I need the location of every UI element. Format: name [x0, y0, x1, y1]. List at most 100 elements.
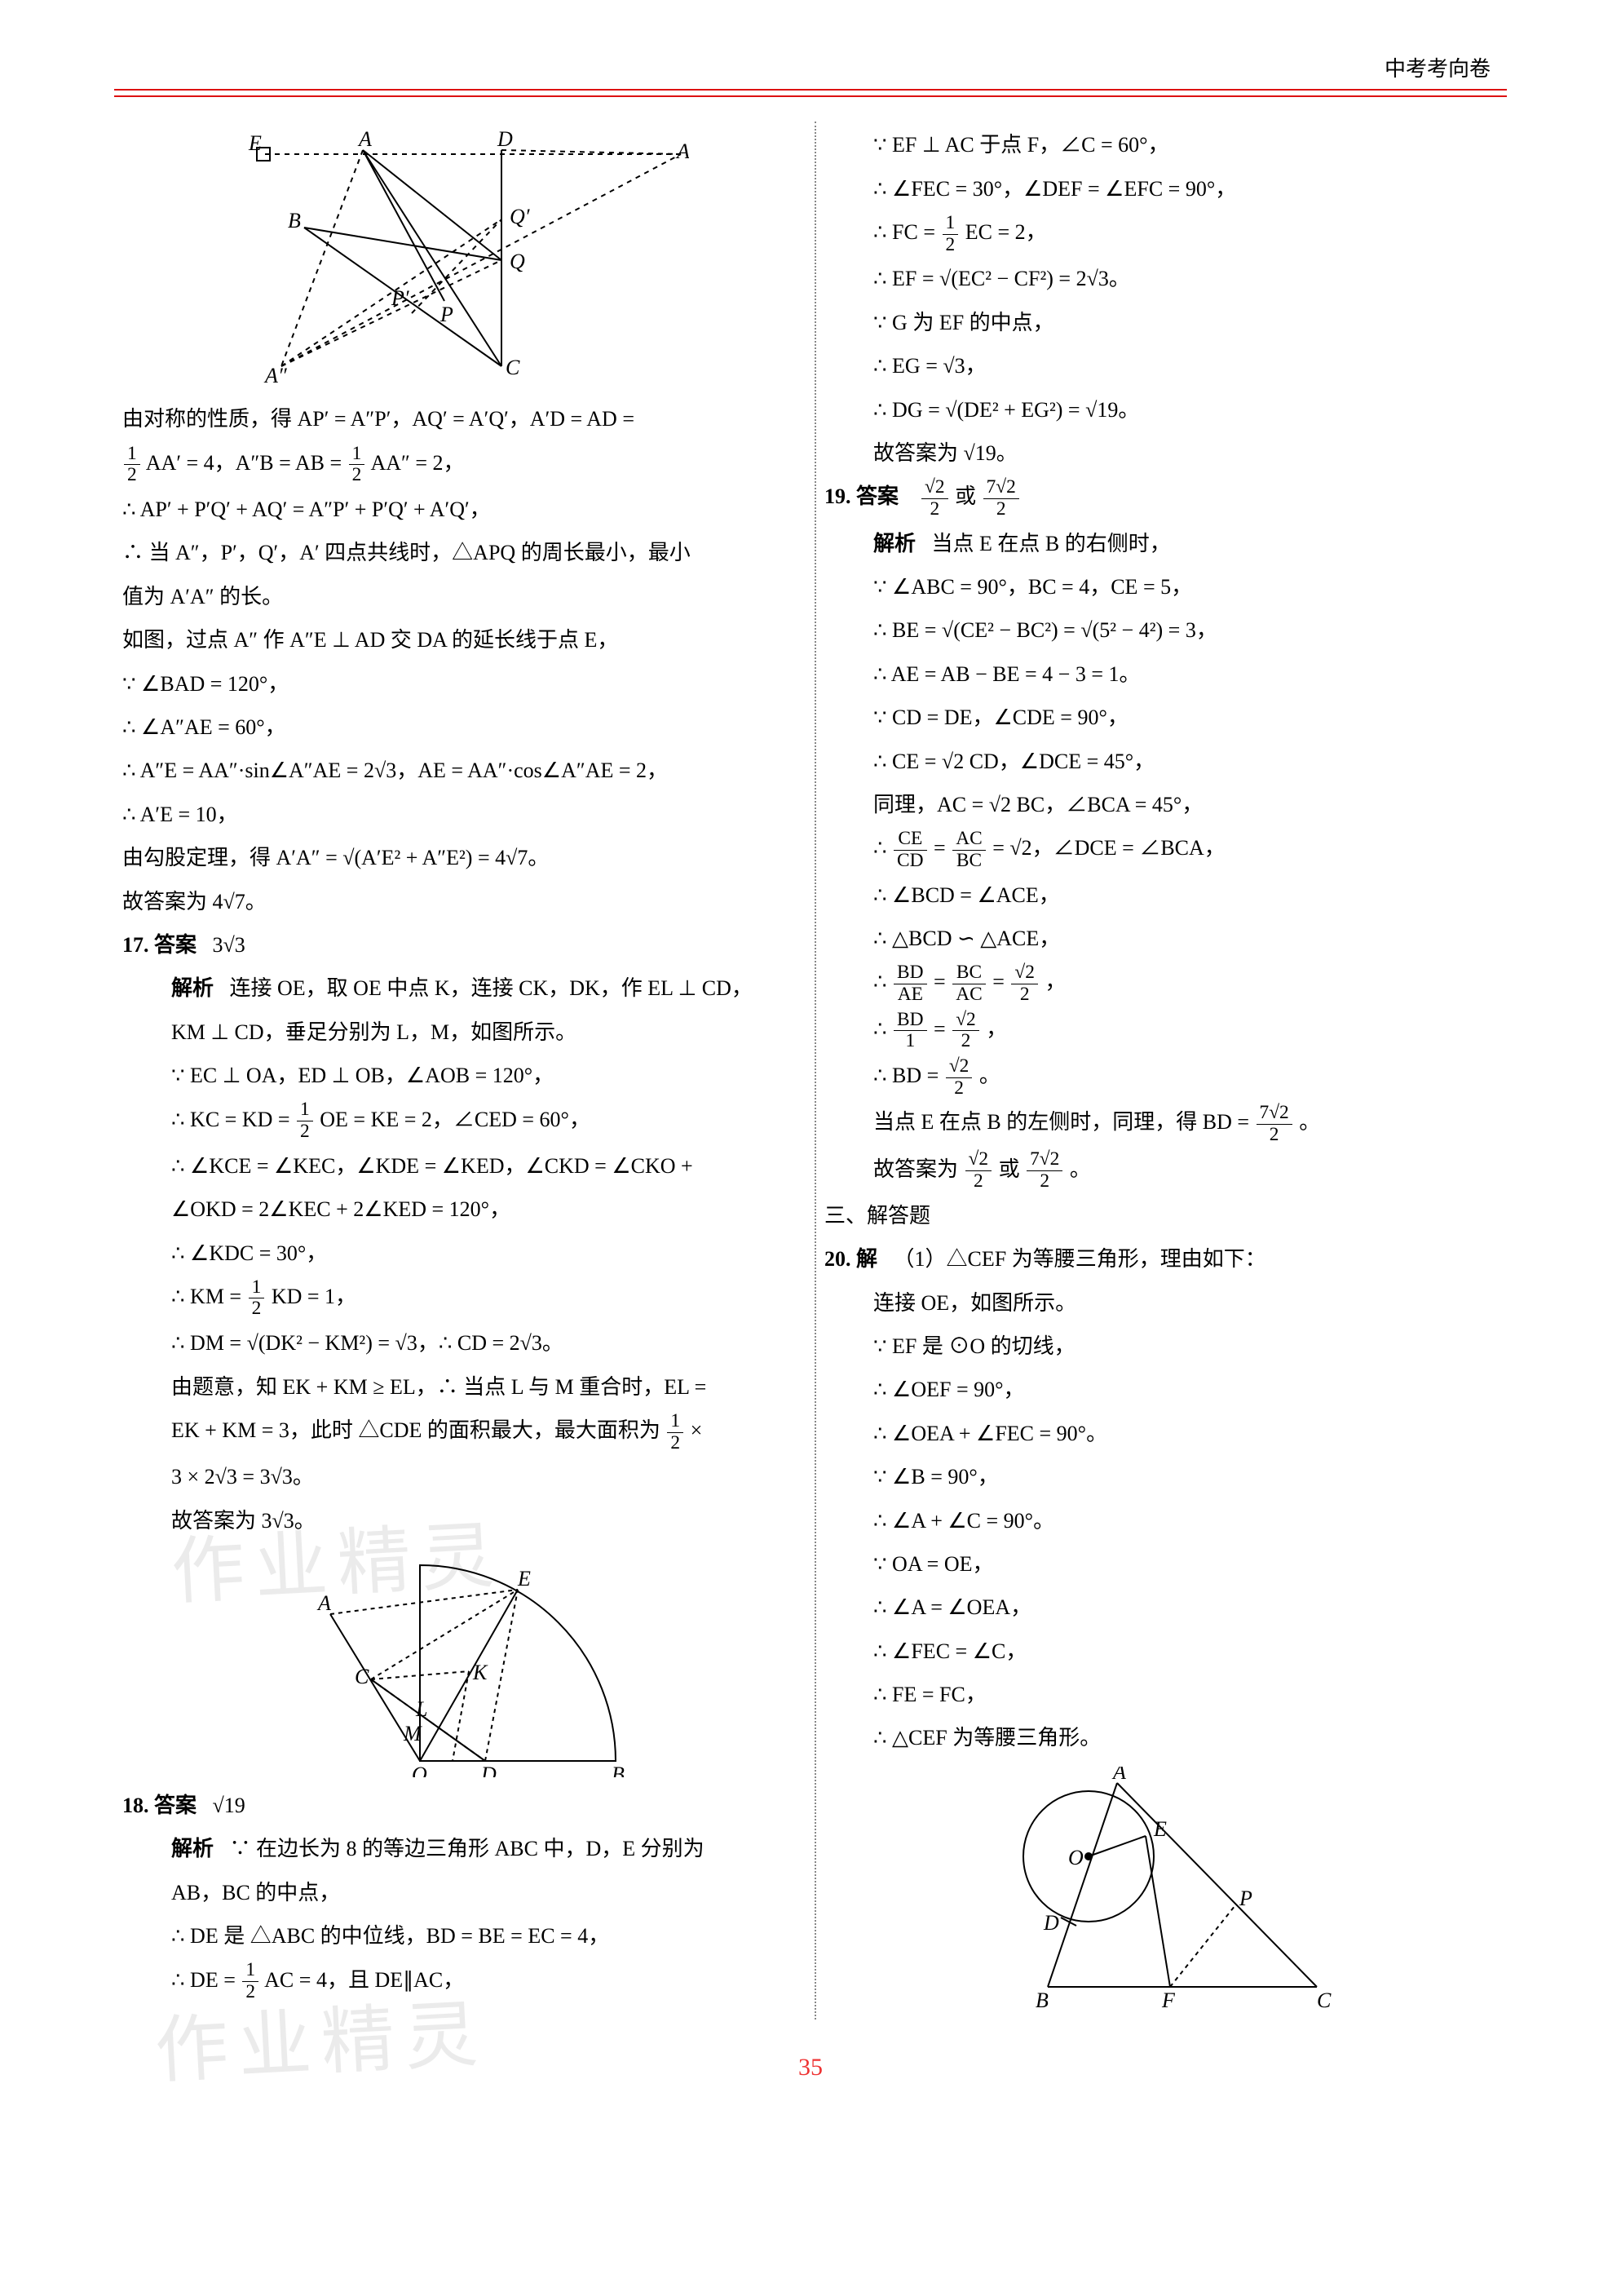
svg-text:P: P — [1239, 1887, 1252, 1910]
text-line: EK + KM = 3，此时 △CDE 的面积最大，最大面积为 12 × — [122, 1410, 798, 1453]
page-number: 35 — [114, 2044, 1507, 2090]
t: ∴ — [873, 1017, 892, 1041]
svg-text:A: A — [357, 130, 372, 151]
t: AC = 4，且 DE∥AC， — [264, 1968, 464, 1992]
main-columns: E A D A′ B Q′ Q P′ P C A″ 由对称的性质，得 AP′ =… — [114, 122, 1507, 2019]
figure-q20-diagram: A E O P D B F C — [991, 1767, 1333, 2011]
ans-label: 答案 — [856, 484, 899, 508]
text-line: ∵ EC ⊥ OA，ED ⊥ OB，∠AOB = 120°， — [122, 1055, 798, 1095]
q-num: 18. — [122, 1794, 149, 1817]
analysis-label: 解析 — [873, 532, 916, 555]
t: ∵ 在边长为 8 的等边三角形 ABC 中，D，E 分别为 — [230, 1837, 704, 1860]
svg-text:E: E — [1153, 1817, 1167, 1841]
text-line: ∵ ∠B = 90°， — [824, 1457, 1499, 1497]
text-line: ∴ FE = FC， — [824, 1674, 1499, 1714]
figure-q16-diagram: E A D A′ B Q′ Q P′ P C A″ — [232, 130, 689, 391]
t: 连接 OE，取 OE 中点 K，连接 CK，DK，作 EL ⊥ CD， — [230, 976, 753, 1000]
svg-text:O: O — [1068, 1846, 1084, 1869]
text-line: ∵ ∠ABC = 90°，BC = 4，CE = 5， — [824, 567, 1499, 607]
svg-text:D: D — [480, 1763, 497, 1777]
text-line: ∴ ∠A + ∠C = 90°。 — [824, 1501, 1499, 1541]
text-line: ∴ ∠OEA + ∠FEC = 90°。 — [824, 1413, 1499, 1453]
text-line: ∵ EF ⊥ AC 于点 F，∠C = 60°， — [824, 125, 1499, 165]
text-line: ∴ ∠KDC = 30°， — [122, 1233, 798, 1273]
text-line: ∴ BD = √22 。 — [824, 1055, 1499, 1099]
right-column: ∵ EF ⊥ AC 于点 F，∠C = 60°， ∴ ∠FEC = 30°，∠D… — [815, 122, 1507, 2019]
text-line: ∵ OA = OE， — [824, 1544, 1499, 1584]
text-line: 故答案为 √22 或 7√22 。 — [824, 1149, 1499, 1192]
text-line: 解析 ∵ 在边长为 8 的等边三角形 ABC 中，D，E 分别为 — [122, 1829, 798, 1869]
svg-text:A: A — [1111, 1767, 1126, 1784]
t: ∴ BD = — [873, 1064, 944, 1087]
t: ∴ KC = KD = — [171, 1108, 295, 1131]
t: 。 — [1070, 1157, 1091, 1181]
q-num: 20. — [824, 1247, 851, 1271]
q17-answer: 17. 答案 3√3 — [122, 925, 798, 965]
text-line: ∴ 当 A″，P′，Q′，A′ 四点共线时，△APQ 的周长最小，最小 — [122, 533, 798, 573]
text-line: 由对称的性质，得 AP′ = A″P′，AQ′ = A′Q′，A′D = AD … — [122, 399, 798, 439]
t: × — [691, 1418, 703, 1442]
t: EC = 2， — [965, 220, 1047, 244]
text-line: ∴ CECD = ACBC = √2，∠DCE = ∠BCA， — [824, 828, 1499, 871]
q20-line: 20. 解 （1）△CEF 为等腰三角形，理由如下： — [824, 1239, 1499, 1279]
svg-text:A′: A′ — [675, 139, 689, 163]
text-line: 当点 E 在点 B 的左侧时，同理，得 BD = 7√22 。 — [824, 1102, 1499, 1145]
svg-text:P: P — [439, 303, 453, 326]
t: 或 — [999, 1157, 1020, 1181]
svg-text:C: C — [355, 1665, 369, 1688]
svg-text:O: O — [412, 1763, 427, 1777]
text-line: ∴ AE = AB − BE = 4 − 3 = 1。 — [824, 654, 1499, 694]
t: ， — [1045, 970, 1066, 993]
text-line: ∴ ∠FEC = ∠C， — [824, 1631, 1499, 1671]
text-line: ∴ ∠FEC = 30°，∠DEF = ∠EFC = 90°， — [824, 169, 1499, 209]
text-line: ∵ EF 是 ⊙O 的切线， — [824, 1326, 1499, 1366]
text-line: ∴ FC = 12 EC = 2， — [824, 212, 1499, 255]
left-column: E A D A′ B Q′ Q P′ P C A″ 由对称的性质，得 AP′ =… — [114, 122, 806, 2019]
text-line: ∴ BE = √(CE² − BC²) = √(5² − 4²) = 3， — [824, 610, 1499, 650]
t: AA′ = 4，A″B = AB = — [146, 451, 347, 475]
t: = — [934, 1017, 951, 1041]
text-line: ∴ EF = √(EC² − CF²) = 2√3。 — [824, 259, 1499, 299]
svg-text:B: B — [612, 1763, 625, 1777]
text-line: ∴ DE 是 △ABC 的中位线，BD = BE = EC = 4， — [122, 1916, 798, 1956]
header-rule — [114, 95, 1507, 97]
t: 当点 E 在点 B 的左侧时，同理，得 BD = — [873, 1110, 1255, 1134]
t: ∴ — [873, 836, 892, 860]
header-title: 中考考向卷 — [114, 49, 1507, 91]
text-line: 故答案为 4√7。 — [122, 882, 798, 922]
t: EK + KM = 3，此时 △CDE 的面积最大，最大面积为 — [171, 1418, 660, 1442]
t: = — [934, 970, 951, 993]
text-line: AB，BC 的中点， — [122, 1873, 798, 1913]
text-line: 由题意，知 EK + KM ≥ EL，∴ 当点 L 与 M 重合时，EL = — [122, 1367, 798, 1407]
text-line: ∴ CE = √2 CD，∠DCE = 45°， — [824, 741, 1499, 781]
text-line: ∵ ∠BAD = 120°， — [122, 664, 798, 704]
text-line: ∴ A″E = AA″·sin∠A″AE = 2√3，AE = AA″·cos∠… — [122, 750, 798, 790]
svg-text:F: F — [1161, 1989, 1176, 2011]
svg-text:C: C — [506, 356, 520, 379]
analysis-label: 解析 — [171, 1837, 214, 1860]
svg-text:P′: P′ — [391, 286, 409, 310]
text-line: ∵ CD = DE，∠CDE = 90°， — [824, 697, 1499, 737]
t: = √2，∠DCE = ∠BCA， — [992, 836, 1226, 860]
text-line: ∴ ∠A = ∠OEA， — [824, 1587, 1499, 1627]
t: OE = KE = 2，∠CED = 60°， — [320, 1108, 590, 1131]
text-line: 值为 A′A″ 的长。 — [122, 577, 798, 617]
svg-text:D: D — [497, 130, 513, 151]
q-num: 17. — [122, 933, 149, 957]
text-line: ∴ ∠A″AE = 60°， — [122, 707, 798, 747]
t: ∴ KM = — [171, 1285, 247, 1308]
t: 或 — [955, 484, 976, 508]
analysis-label: 解析 — [171, 976, 214, 1000]
ans-val: √19 — [213, 1794, 245, 1817]
t: AA″ = 2， — [370, 451, 464, 475]
text-line: 故答案为 √19。 — [824, 433, 1499, 473]
svg-text:Q: Q — [510, 250, 525, 273]
svg-text:B: B — [288, 209, 301, 232]
text-line: ∴ △BCD ∽ △ACE， — [824, 918, 1499, 958]
q18-answer: 18. 答案 √19 — [122, 1785, 798, 1825]
text-line: 故答案为 3√3。 — [122, 1501, 798, 1541]
t: 故答案为 — [873, 1157, 958, 1181]
text-line: 解析 连接 OE，取 OE 中点 K，连接 CK，DK，作 EL ⊥ CD， — [122, 968, 798, 1008]
text-line: ∴ A′E = 10， — [122, 794, 798, 834]
svg-text:K: K — [472, 1661, 488, 1684]
